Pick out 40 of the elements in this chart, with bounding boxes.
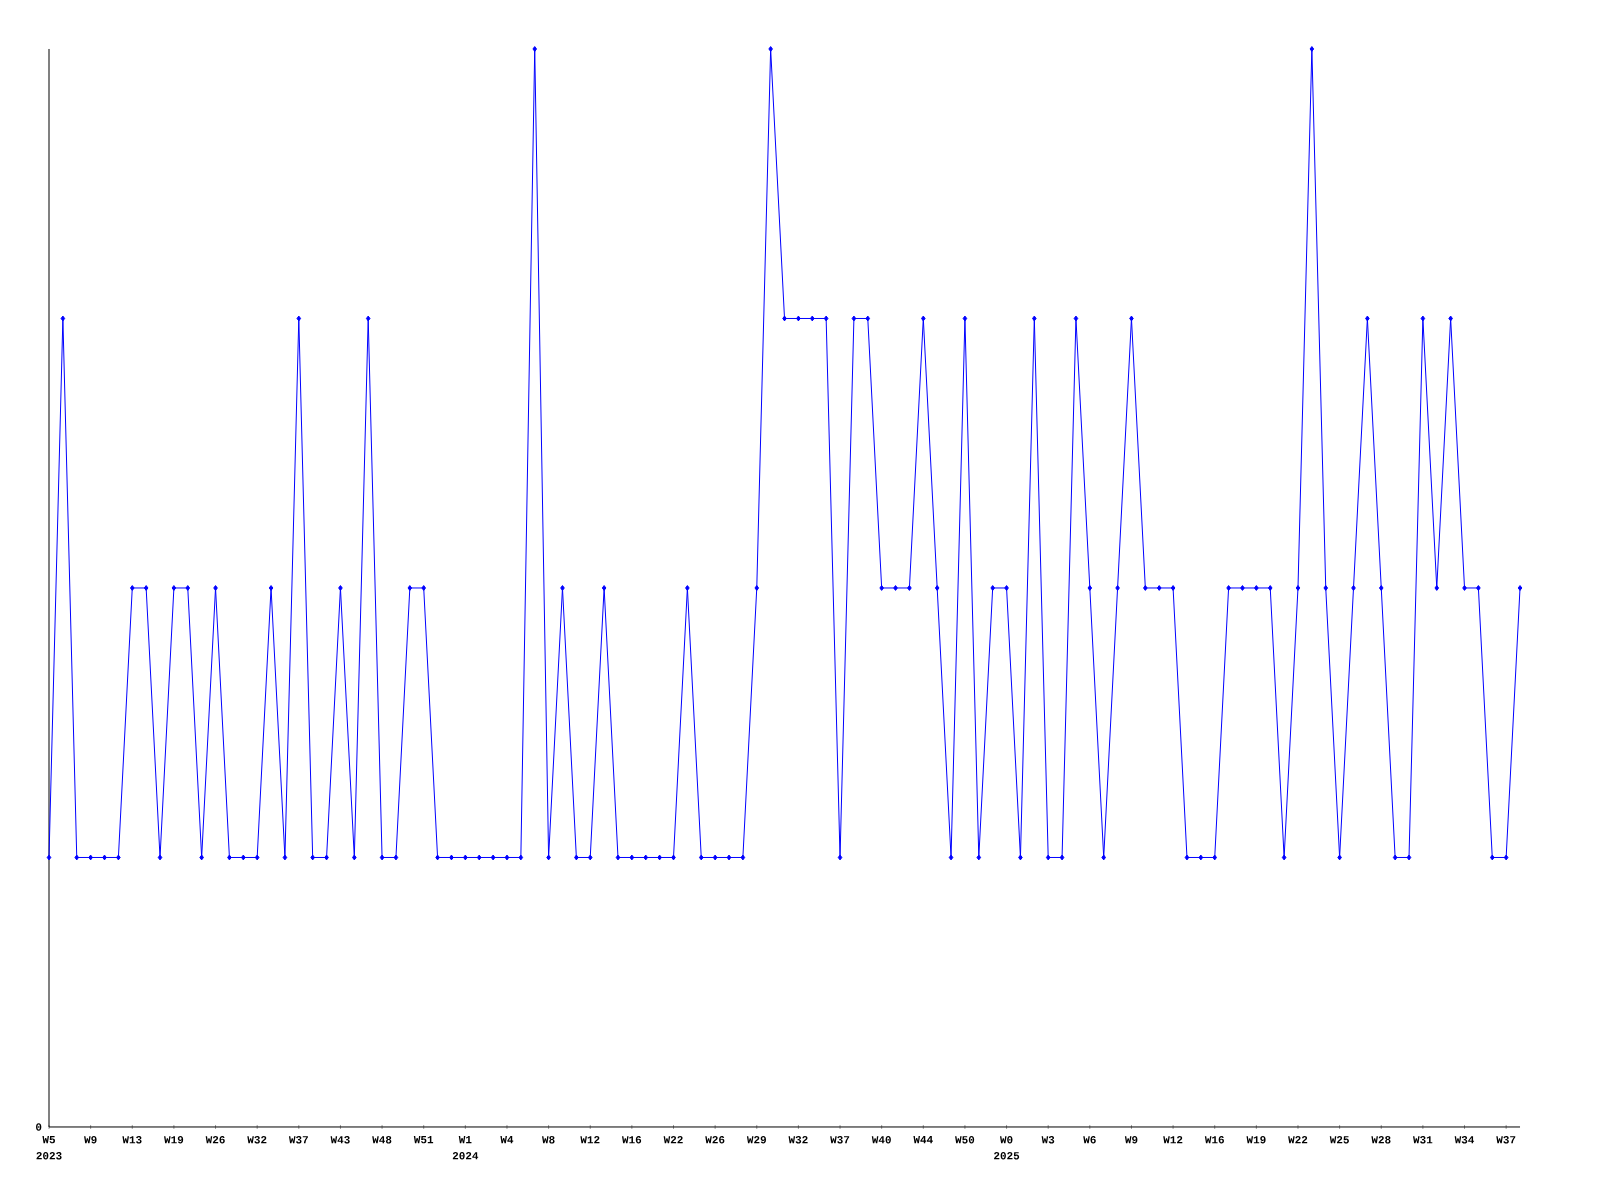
x-tick-label: W13 <box>122 1136 142 1144</box>
x-tick-label: W9 <box>1124 1136 1138 1144</box>
x-tick-label: W5 <box>42 1136 56 1144</box>
text: 2025 <box>994 1152 1020 1160</box>
text: 2023 <box>36 1152 62 1160</box>
x-tick-label: W26 <box>205 1136 225 1144</box>
x-tick-label: W3 <box>1041 1136 1055 1144</box>
x-tick-label: W50 <box>955 1136 975 1144</box>
x-tick-label: W12 <box>580 1136 600 1144</box>
x-tick-label: W43 <box>330 1136 350 1144</box>
x-tick-label: W22 <box>1288 1136 1308 1144</box>
x-tick-label: W6 <box>1083 1136 1096 1144</box>
x-tick-label: W16 <box>622 1136 642 1144</box>
x-tick-label: W48 <box>372 1136 392 1144</box>
x-tick-label: W44 <box>913 1136 933 1144</box>
x-tick-label: W0 <box>999 1136 1013 1144</box>
x-tick-label: W37 <box>1496 1136 1516 1144</box>
x-tick-label: W19 <box>164 1136 184 1144</box>
x-tick-label: W37 <box>830 1136 850 1144</box>
text: 2024 <box>452 1152 479 1160</box>
x-tick-label: W1 <box>458 1136 472 1144</box>
x-tick-label: W28 <box>1371 1136 1391 1144</box>
x-tick-label: W34 <box>1454 1136 1475 1144</box>
x-tick-label: W32 <box>247 1136 267 1144</box>
x-tick-label: W51 <box>413 1136 434 1144</box>
x-tick-label: W25 <box>1329 1136 1349 1144</box>
x-tick-label: W32 <box>788 1136 808 1144</box>
x-tick-label: W9 <box>84 1136 97 1144</box>
x-tick-label: W31 <box>1413 1136 1433 1144</box>
x-tick-label: W29 <box>746 1136 766 1144</box>
x-tick-label: W12 <box>1163 1136 1183 1144</box>
x-tick-label: W16 <box>1204 1136 1224 1144</box>
x-tick-label: W37 <box>288 1136 308 1144</box>
x-tick-label: W26 <box>705 1136 725 1144</box>
x-tick-label: W4 <box>500 1136 514 1144</box>
x-tick-label: W40 <box>871 1136 891 1144</box>
x-tick-label: W19 <box>1246 1136 1266 1144</box>
x-tick-label: W8 <box>542 1136 555 1144</box>
text: 0 <box>36 1123 42 1131</box>
x-tick-label: W22 <box>663 1136 683 1144</box>
